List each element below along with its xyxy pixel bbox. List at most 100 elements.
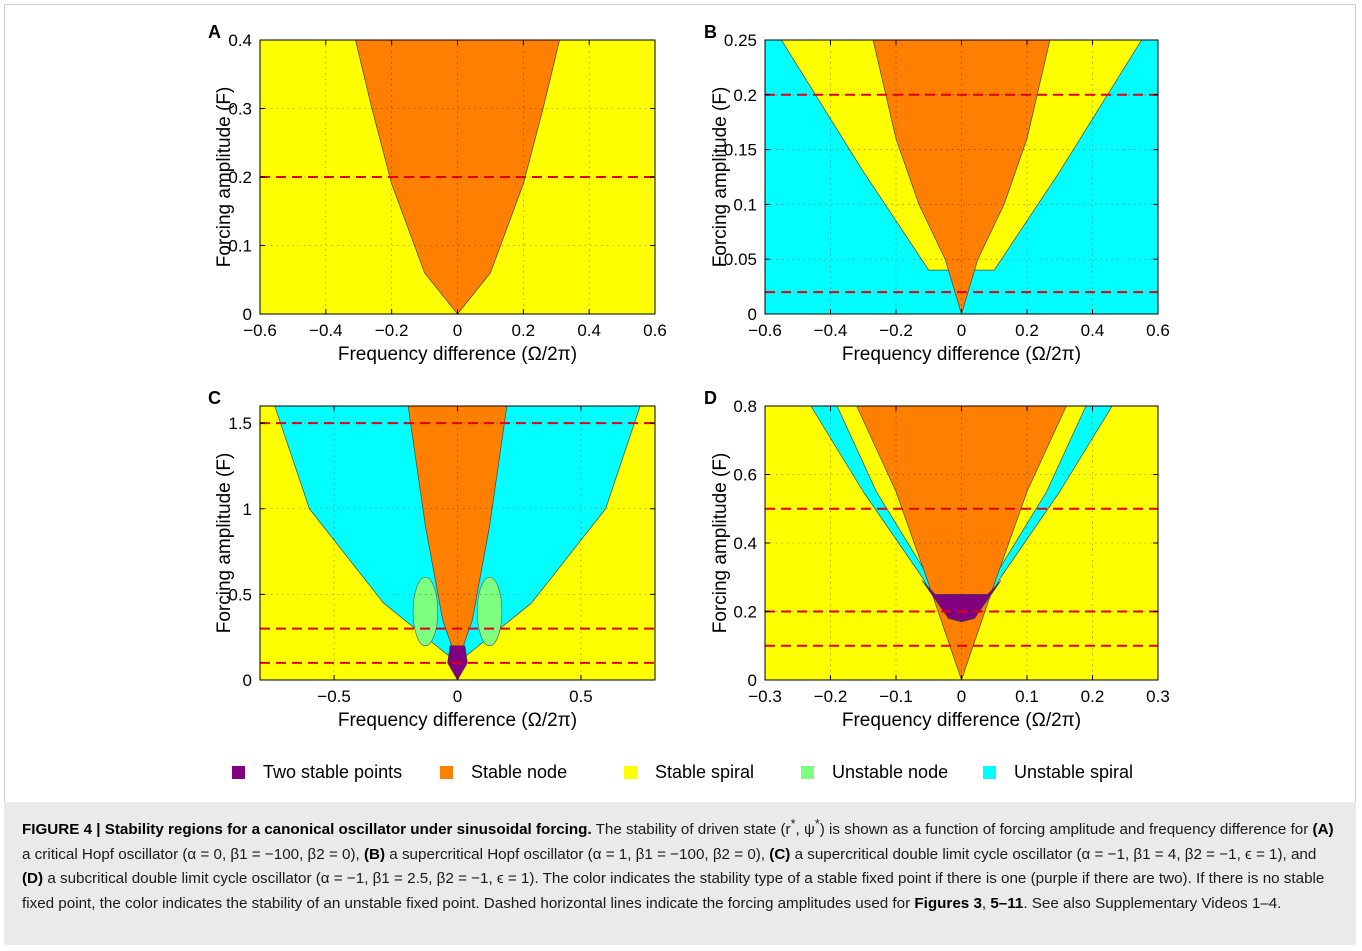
y-tick-label: 0.1 [733,195,757,214]
x-tick-label: 0.2 [512,321,536,340]
y-tick-label: 0 [243,671,252,690]
y-tick-label: 0.6 [733,466,757,485]
caption-part: a critical Hopf oscillator (α = 0, β1 = … [22,845,364,863]
x-tick-label: −0.1 [879,687,913,706]
figure-caption: FIGURE 4 | Stability regions for a canon… [4,802,1356,945]
x-tick-label: 0 [957,687,966,706]
caption-part: , [981,894,991,912]
x-tick-label: −0.2 [375,321,409,340]
legend-swatch [801,765,814,779]
legend-item-two-stable-points: Two stable points [232,758,402,786]
x-axis-label: Frequency difference (Ω/2π) [338,344,577,365]
caption-part: a supercritical double limit cycle oscil… [790,845,1317,863]
caption-text: FIGURE 4 | Stability regions for a canon… [22,812,1340,916]
x-tick-label: 0.6 [643,321,667,340]
y-tick-label: 0.1 [228,237,252,256]
x-tick-label: −0.2 [814,687,848,706]
legend-swatch [983,765,996,779]
caption-ref: (D) [22,870,44,888]
y-tick-label: 1 [243,500,252,519]
legend-item-stable-spiral: Stable spiral [624,758,754,786]
caption-ref: (C) [769,845,791,863]
y-tick-label: 0 [748,671,757,690]
x-tick-label: 0.4 [577,321,601,340]
y-tick-label: 0.25 [724,31,757,50]
x-tick-label: 0.4 [1081,321,1105,340]
caption-part: The stability of driven state (r [595,821,791,839]
y-axis-label: Forcing amplitude (F) [214,453,235,634]
caption-figure-link[interactable]: Figures 3 [914,894,982,912]
region-stable-node [872,40,1051,314]
caption-part: a subcritical double limit cycle oscilla… [22,870,1325,912]
legend-label: Stable node [471,761,568,782]
region-unstable-node [412,576,439,647]
caption-ref: (A) [1312,821,1334,839]
panel-a: −0.6 −0.4 −0.2 0 0.2 0.4 0.600.10.20.30.4Frequ… [208,22,667,365]
stability-figure: −0.6 −0.4 −0.2 0 0.2 0.4 0.600.10.20.30.4Frequ… [208,22,1170,731]
panel-label: B [704,22,717,42]
panel-b: −0.6 −0.4 −0.2 0 0.2 0.4 0.6 0 0.05 0.1 0.15 0.2 0.2… [704,22,1170,365]
y-tick-label: 0.15 [724,141,757,160]
y-tick-label: 0.4 [733,534,757,553]
y-tick-label: 0.8 [733,397,757,416]
caption-part: . See also Supplementary Videos 1–4. [1023,894,1282,912]
panel-c: −0.5 0 0.5 0 0.5 1 1.5 Frequency difference (Ω/… [208,388,656,731]
x-tick-label: 0 [453,687,462,706]
legend-swatch [232,765,245,779]
y-tick-label: 0 [243,305,252,324]
figure-legend: Two stable points Stable node Stable spi… [0,758,1362,786]
x-tick-label: −0.6 [243,321,277,340]
x-tick-label: −0.6 [748,321,782,340]
panel-label: D [704,388,717,408]
region-stable-node [407,406,508,664]
y-tick-label: 0 [748,305,757,324]
caption-figure-link[interactable]: 5–11 [990,894,1024,912]
caption-part: a supercritical Hopf oscillator (α = 1, … [385,845,770,863]
x-tick-label: 0.3 [1146,687,1170,706]
x-axis-label: Frequency difference (Ω/2π) [842,344,1081,365]
x-tick-label: 0.6 [1146,321,1170,340]
panel-d: −0.3 −0.2 −0.1 0 0.1 0.2 0.3 0 0.2 0.4 0.6 0.8 Frequ… [704,388,1170,731]
caption-part: ) is shown as a function of forcing ampl… [819,821,1313,839]
legend-item-unstable-spiral: Unstable spiral [983,758,1133,786]
legend-item-unstable-node: Unstable node [801,758,948,786]
y-tick-label: 1.5 [228,414,252,433]
region-two-stable-points [921,580,1002,623]
y-tick-label: 0.3 [228,100,252,119]
panel-label: C [208,388,221,408]
legend-label: Two stable points [263,761,403,782]
x-axis-label: Frequency difference (Ω/2π) [338,710,577,731]
legend-label: Unstable node [832,761,949,782]
y-tick-label: 0.05 [724,250,757,269]
x-tick-label: 0.5 [569,687,593,706]
x-tick-label: 0 [957,321,966,340]
caption-ref: (B) [363,845,386,863]
panel-label: A [208,22,221,42]
x-tick-label: −0.2 [879,321,913,340]
region-unstable-node [476,576,503,647]
x-tick-label: 0.2 [1081,687,1105,706]
y-tick-label: 0.4 [228,31,252,50]
x-tick-label: 0.2 [1015,321,1039,340]
caption-lead: FIGURE 4 | Stability regions for a canon… [22,821,592,839]
y-axis-label: Forcing amplitude (F) [710,87,731,268]
x-tick-label: −0.5 [317,687,351,706]
y-tick-label: 0.2 [733,603,757,622]
legend-swatch [440,765,453,779]
y-tick-label: 0.2 [228,168,252,187]
x-tick-label: 0.1 [1015,687,1039,706]
caption-part: * [814,817,820,831]
legend-item-stable-node: Stable node [440,758,567,786]
x-axis-label: Frequency difference (Ω/2π) [842,710,1081,731]
x-tick-label: 0 [453,321,462,340]
x-tick-label: −0.3 [748,687,782,706]
y-tick-label: 0.5 [228,585,252,604]
caption-part: , ψ [795,821,815,839]
y-tick-label: 0.2 [733,86,757,105]
x-tick-label: −0.4 [814,321,848,340]
caption-part: * [790,817,796,831]
y-axis-label: Forcing amplitude (F) [214,87,235,268]
legend-label: Unstable spiral [1014,761,1134,782]
y-axis-label: Forcing amplitude (F) [710,453,731,634]
legend-label: Stable spiral [655,761,755,782]
